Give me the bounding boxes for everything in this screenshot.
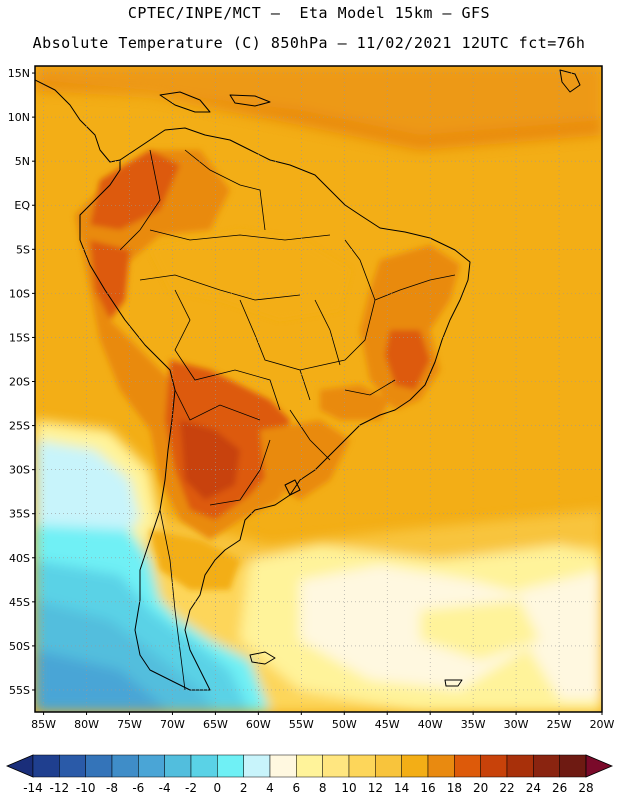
colorbar-swatch xyxy=(59,754,86,778)
colorbar-swatch xyxy=(111,754,139,778)
lon-tick-label: 55W xyxy=(289,718,314,731)
lat-tick-label: 10N xyxy=(8,111,30,124)
colorbar-swatch xyxy=(533,754,560,778)
coastline-outline xyxy=(35,69,581,691)
latitude-tick-labels: 15N 10N 5N EQ 5S 10S 15S 20S 25S 30S 35S 40S 45S 50S 5… xyxy=(8,67,35,697)
colorbar-swatch xyxy=(322,754,350,778)
lon-tick-label: 65W xyxy=(203,718,228,731)
colorbar: -14 -12 -10 -8 -6 -4 -2 0 2 4 6 8 10 12 14 16 18 20 22 24 26… xyxy=(5,754,614,795)
lat-tick-label: 5N xyxy=(15,155,30,168)
title-line-1: CPTEC/INPE/MCT – Eta Model 15km – GFS xyxy=(127,4,491,22)
colorbar-label: 14 xyxy=(394,781,409,795)
lat-tick-label: 20S xyxy=(9,376,30,389)
colorbar-label: -2 xyxy=(185,781,197,795)
colorbar-label: 26 xyxy=(552,781,567,795)
colorbar-swatch xyxy=(401,754,429,778)
colorbar-label: 16 xyxy=(420,781,435,795)
colorbar-label: -14 xyxy=(23,781,43,795)
colorbar-swatch xyxy=(375,754,402,778)
colorbar-swatch xyxy=(217,754,244,778)
colorbar-swatch xyxy=(559,754,587,778)
lon-tick-label: 45W xyxy=(375,718,400,731)
lat-tick-label: 15N xyxy=(8,67,30,80)
lon-tick-label: 30W xyxy=(504,718,529,731)
colorbar-swatch xyxy=(243,754,271,778)
longitude-tick-labels: 85W 80W 75W 70W 65W 60W 55W 50W 45W 40W 35W 30W 25W 2… xyxy=(31,712,615,731)
temperature-field xyxy=(35,66,602,712)
colorbar-label: 8 xyxy=(319,781,327,795)
lat-tick-label: 40S xyxy=(9,552,30,565)
colorbar-label: -6 xyxy=(132,781,144,795)
colorbar-swatch xyxy=(506,754,534,778)
lat-tick-label: 15S xyxy=(9,331,30,344)
lon-tick-label: 50W xyxy=(332,718,357,731)
lon-tick-label: 70W xyxy=(160,718,185,731)
colorbar-label: 6 xyxy=(293,781,301,795)
colorbar-label: 18 xyxy=(447,781,462,795)
colorbar-label: 0 xyxy=(214,781,222,795)
title-line-2: Absolute Temperature (C) 850hPa – 11/02/… xyxy=(32,34,586,52)
colorbar-label: 20 xyxy=(473,781,488,795)
lon-tick-label: 75W xyxy=(117,718,142,731)
colorbar-swatch xyxy=(427,754,455,778)
colorbar-label: -10 xyxy=(76,781,96,795)
lat-tick-label: 55S xyxy=(9,684,30,697)
lon-tick-label: 60W xyxy=(246,718,271,731)
lon-tick-label: 85W xyxy=(31,718,56,731)
colorbar-swatch xyxy=(32,754,60,778)
colorbar-swatch xyxy=(190,754,218,778)
colorbar-label: 10 xyxy=(341,781,356,795)
map-frame xyxy=(34,65,603,713)
colorbar-label: 12 xyxy=(368,781,383,795)
lat-tick-label: 35S xyxy=(9,508,30,521)
lat-tick-label: 25S xyxy=(9,420,30,433)
colorbar-label: 24 xyxy=(526,781,541,795)
colorbar-label: 28 xyxy=(578,781,593,795)
lat-tick-label: 5S xyxy=(16,243,30,256)
lat-tick-label: 50S xyxy=(9,640,30,653)
colorbar-label: 4 xyxy=(266,781,274,795)
colorbar-label: 2 xyxy=(240,781,248,795)
lon-tick-label: 40W xyxy=(418,718,443,731)
lon-tick-label: 35W xyxy=(461,718,486,731)
lat-tick-label: 45S xyxy=(9,596,30,609)
lat-tick-label: EQ xyxy=(14,199,30,212)
colorbar-over-arrow xyxy=(585,754,614,778)
colorbar-swatch xyxy=(164,754,192,778)
colorbar-swatch xyxy=(454,754,481,778)
colorbar-label: -8 xyxy=(106,781,118,795)
lon-tick-label: 80W xyxy=(74,718,99,731)
colorbar-swatch xyxy=(138,754,165,778)
colorbar-label: 22 xyxy=(499,781,514,795)
lat-tick-label: 30S xyxy=(9,464,30,477)
lon-tick-label: 20W xyxy=(590,718,615,731)
lon-tick-label: 25W xyxy=(547,718,572,731)
colorbar-label: -4 xyxy=(159,781,171,795)
lat-lon-grid xyxy=(35,66,603,712)
colorbar-swatch xyxy=(85,754,113,778)
colorbar-label: -12 xyxy=(50,781,70,795)
colorbar-swatch xyxy=(480,754,508,778)
colorbar-swatch xyxy=(296,754,323,778)
colorbar-swatch xyxy=(269,754,297,778)
colorbar-under-arrow xyxy=(5,754,34,778)
lat-tick-label: 10S xyxy=(9,287,30,300)
colorbar-swatch xyxy=(348,754,376,778)
